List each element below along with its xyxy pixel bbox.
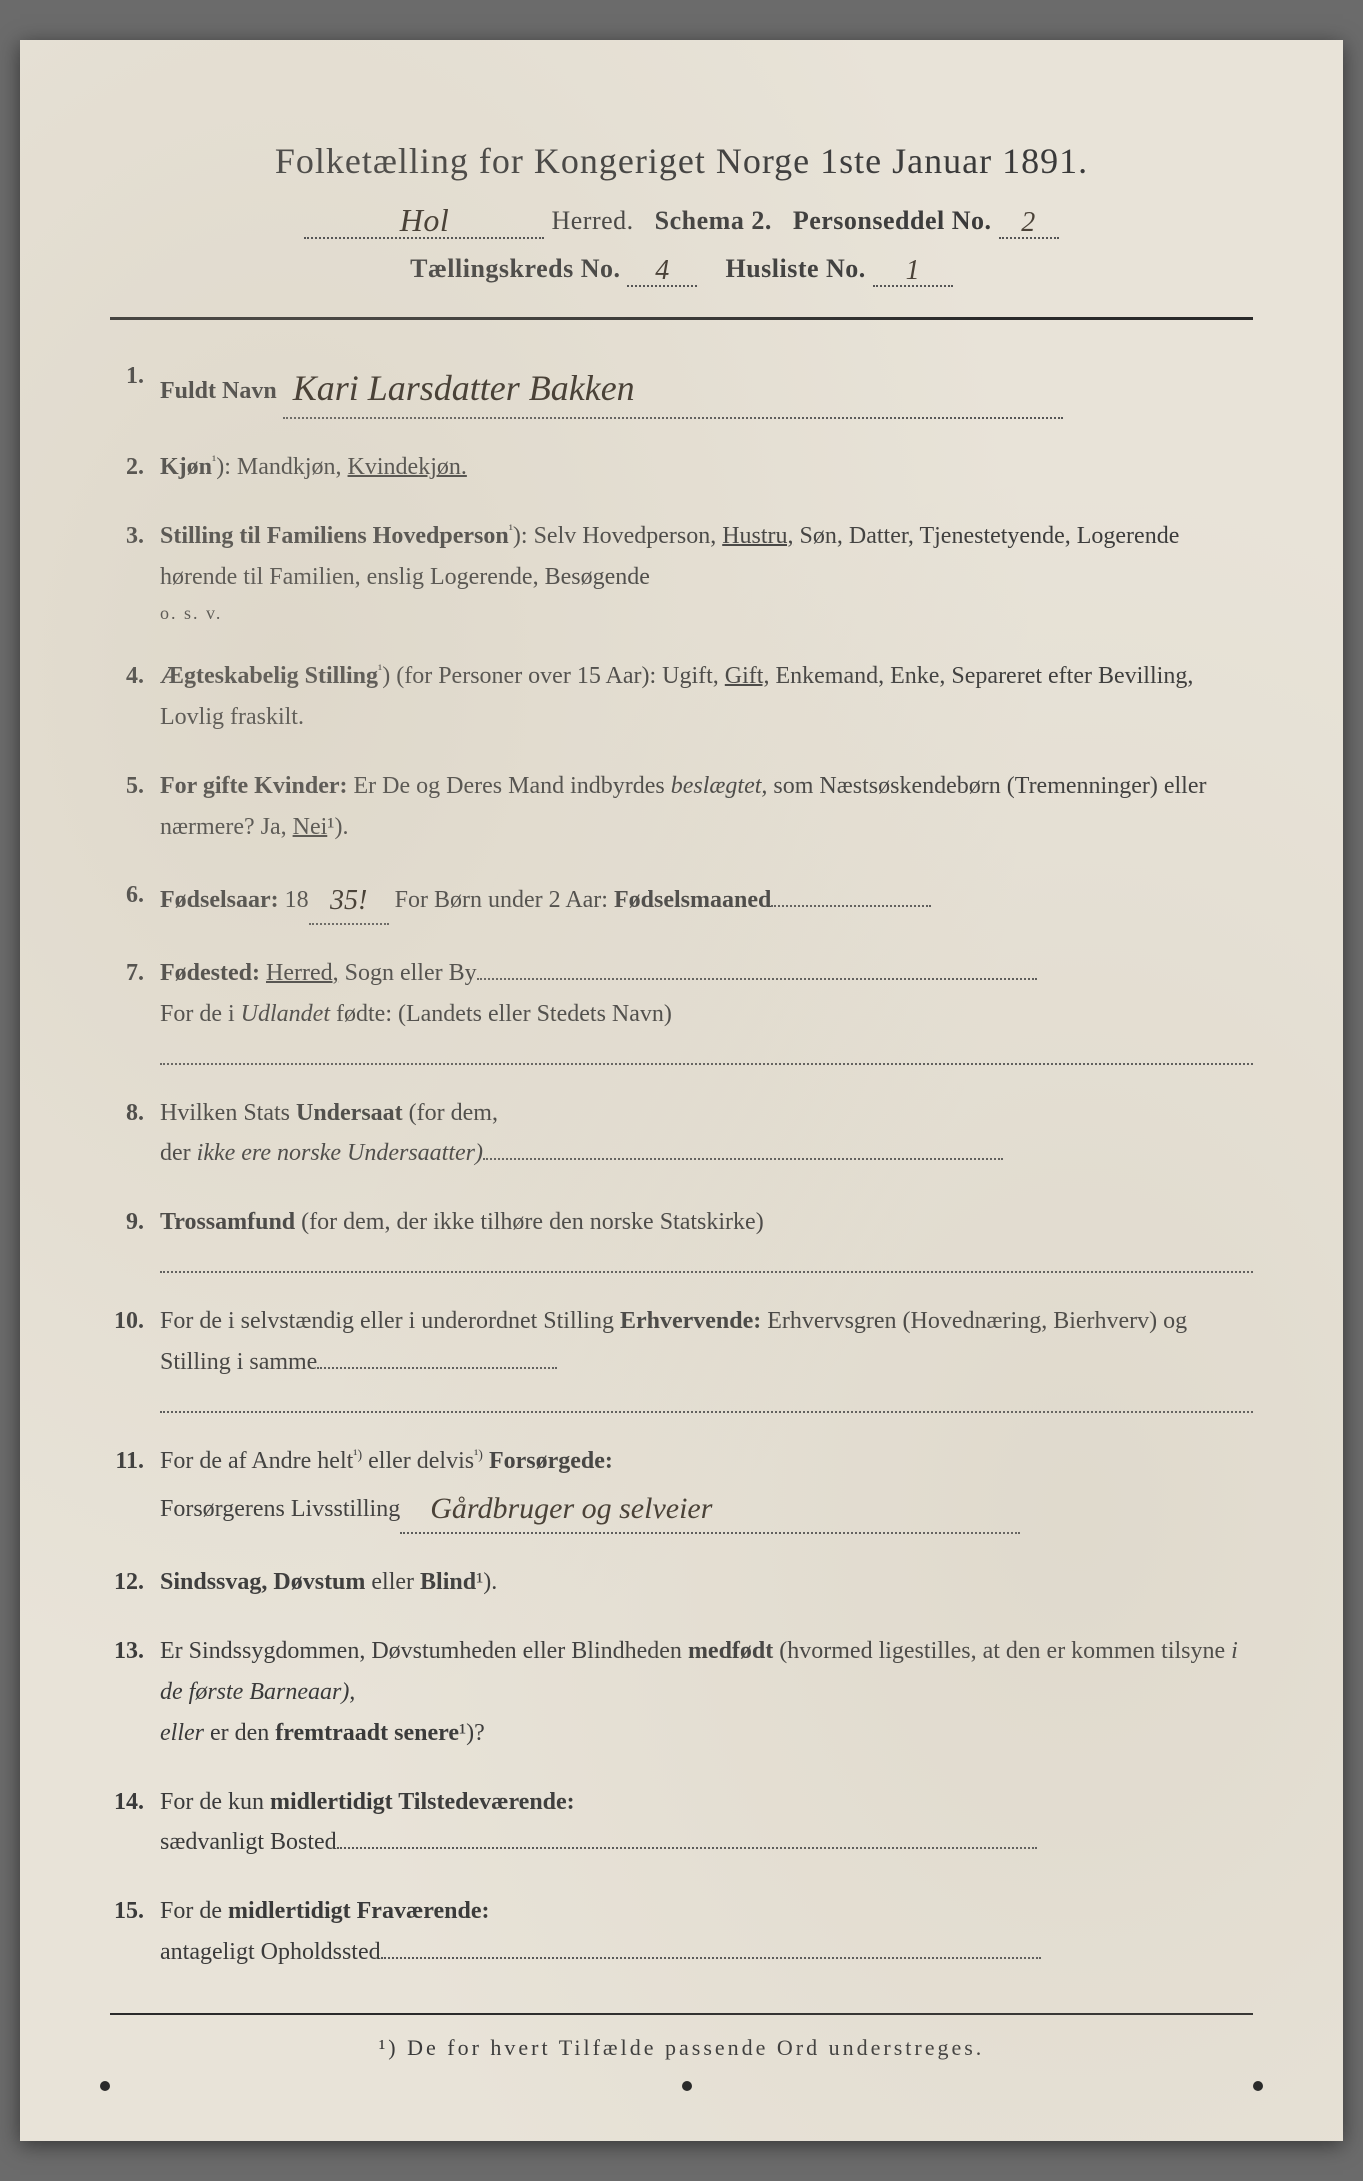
kreds-line: Tællingskreds No. 4 Husliste No. 1 (110, 253, 1253, 287)
row-gifte-kvinder: 5. For gifte Kvinder: Er De og Deres Man… (110, 766, 1253, 848)
row-medfodt: 13. Er Sindssygdommen, Døvstumheden elle… (110, 1631, 1253, 1753)
forsorgede-label: Forsørgede: (483, 1448, 613, 1474)
fuldt-navn-label: Fuldt Navn (160, 378, 277, 404)
husliste-value: 1 (906, 255, 921, 286)
form-title: Folketælling for Kongeriget Norge 1ste J… (110, 140, 1253, 182)
fodselsaar-value: 35! (330, 885, 367, 916)
row-aegteskab: 4. Ægteskabelig Stilling¹) (for Personer… (110, 656, 1253, 738)
fodselsaar-label: Fødselsaar: (160, 887, 279, 913)
row-trossamfund: 9. Trossamfund (for dem, der ikke tilhør… (110, 1202, 1253, 1273)
husliste-label: Husliste No. (725, 254, 865, 283)
herred-value: Hol (400, 202, 450, 238)
tilstede-label: midlertidigt Tilstedeværende: (270, 1789, 575, 1815)
fodested-selected: Herred, (266, 960, 339, 986)
dot-mark-left (100, 2081, 110, 2091)
fodested-label: Fødested: (160, 960, 260, 986)
forsorgede-value: Gårdbruger og selveier (430, 1492, 712, 1525)
aegteskab-selected: Gift, (725, 663, 770, 689)
row-erhvervende: 10. For de i selvstændig eller i underor… (110, 1301, 1253, 1413)
personseddel-label: Personseddel No. (793, 206, 992, 235)
gifte-label: For gifte Kvinder: (160, 773, 348, 799)
aegteskab-label: Ægteskabelig Stilling (160, 663, 378, 689)
kjon-label: Kjøn (160, 454, 212, 480)
undersaat-label: Undersaat (296, 1100, 403, 1126)
row-tilstedevaerende: 14. For de kun midlertidigt Tilstedevære… (110, 1782, 1253, 1864)
row-sindssvag: 12. Sindssvag, Døvstum eller Blind¹). (110, 1562, 1253, 1603)
gifte-selected: Nei (293, 814, 328, 840)
form-header: Folketælling for Kongeriget Norge 1ste J… (110, 140, 1253, 287)
tkreds-label: Tællingskreds No. (410, 254, 620, 283)
row-stilling: 3. Stilling til Familiens Hovedperson¹):… (110, 516, 1253, 628)
erhvervende-label: Erhvervende: (620, 1308, 761, 1334)
census-form-paper: Folketælling for Kongeriget Norge 1ste J… (20, 40, 1343, 2141)
stilling-label: Stilling til Familiens Hovedperson (160, 523, 509, 549)
personseddel-value: 2 (1021, 207, 1036, 238)
schema-label: Schema 2. (655, 206, 772, 235)
herred-line: Hol Herred. Schema 2. Personseddel No. 2 (110, 200, 1253, 239)
sindssvag-label: Sindssvag, Døvstum (160, 1569, 365, 1595)
row-fuldt-navn: 1. Fuldt Navn Kari Larsdatter Bakken (110, 356, 1253, 419)
fravaerende-label: midlertidigt Fraværende: (228, 1898, 490, 1924)
row-forsorgede: 11. For de af Andre helt¹) eller delvis¹… (110, 1441, 1253, 1535)
row-undersaat: 8. Hvilken Stats Undersaat (for dem, der… (110, 1093, 1253, 1175)
row-fravaerende: 15. For de midlertidigt Fraværende: anta… (110, 1891, 1253, 1973)
top-divider (110, 317, 1253, 320)
herred-label: Herred. (551, 206, 633, 235)
tkreds-value: 4 (655, 255, 670, 286)
row-fodselsaar: 6. Fødselsaar: 1835! For Børn under 2 Aa… (110, 875, 1253, 925)
trossamfund-label: Trossamfund (160, 1209, 295, 1235)
row-fodested: 7. Fødested: Herred, Sogn eller By For d… (110, 953, 1253, 1065)
bottom-divider (110, 2013, 1253, 2015)
dot-mark-center (682, 2081, 692, 2091)
stilling-selected: Hustru, (722, 523, 793, 549)
dot-mark-right (1253, 2081, 1263, 2091)
medfodt-label: medfødt (688, 1638, 773, 1664)
row-kjon: 2. Kjøn¹): Mandkjøn, Kvindekjøn. (110, 447, 1253, 488)
kjon-selected: Kvindekjøn. (348, 454, 467, 480)
fuldt-navn-value: Kari Larsdatter Bakken (293, 368, 635, 408)
